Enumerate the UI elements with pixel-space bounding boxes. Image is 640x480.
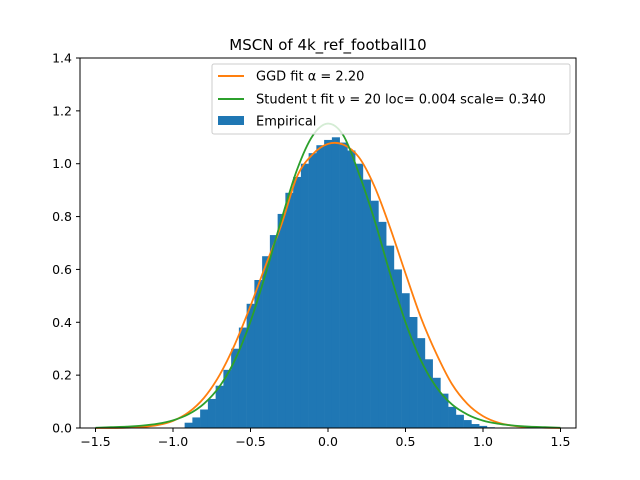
histogram-bar xyxy=(285,192,294,428)
histogram-bar xyxy=(362,179,371,428)
legend-label-student-t: Student t fit ν = 20 loc= 0.004 scale= 0… xyxy=(256,93,546,108)
y-tick-label: 0.2 xyxy=(52,368,72,383)
y-tick-label: 1.4 xyxy=(52,51,72,66)
histogram-bars xyxy=(184,137,495,429)
y-tick-label: 0.0 xyxy=(52,421,72,436)
histogram-bar xyxy=(324,139,333,428)
x-tick-label: −1.5 xyxy=(80,434,110,449)
histogram-bar xyxy=(223,369,232,428)
legend-box xyxy=(211,63,571,135)
histogram-bar xyxy=(207,398,216,428)
histogram-bar xyxy=(300,163,309,428)
legend-label-ggd: GGD fit α = 2.20 xyxy=(256,70,364,85)
legend-swatch-empirical xyxy=(218,116,244,125)
x-tick-label: −1.0 xyxy=(158,434,188,449)
histogram-bar xyxy=(432,377,441,428)
histogram-bar xyxy=(184,422,193,428)
legend: GGD fit α = 2.20 Student t fit ν = 20 lo… xyxy=(211,63,571,135)
histogram-bar xyxy=(293,176,302,428)
histogram-bar xyxy=(479,425,488,428)
histogram-bar xyxy=(386,245,395,428)
histogram-bar xyxy=(192,417,201,428)
y-tick-label: 1.0 xyxy=(52,156,72,171)
histogram-bar xyxy=(424,359,433,428)
histogram-bar xyxy=(246,303,255,428)
histogram-bar xyxy=(440,393,449,428)
x-tick-label: 1.5 xyxy=(551,434,571,449)
histogram-bar xyxy=(331,137,340,429)
chart-title: MSCN of 4k_ref_football10 xyxy=(229,36,426,55)
y-axis-ticks: 0.0 0.2 0.4 0.6 0.8 1.0 1.2 1.4 xyxy=(52,51,80,436)
histogram-bar xyxy=(401,293,410,428)
histogram-bar xyxy=(238,327,247,428)
legend-label-empirical: Empirical xyxy=(256,115,316,130)
histogram-bar xyxy=(254,280,263,428)
histogram-bar xyxy=(370,200,379,428)
histogram-bar xyxy=(463,420,472,428)
y-tick-label: 0.8 xyxy=(52,209,72,224)
histogram-bar xyxy=(417,338,426,428)
x-tick-label: −0.5 xyxy=(235,434,265,449)
histogram-bar xyxy=(347,150,356,428)
y-tick-label: 0.6 xyxy=(52,262,72,277)
histogram-bar xyxy=(269,235,278,428)
histogram-bar xyxy=(471,424,480,428)
y-tick-label: 1.2 xyxy=(52,103,72,118)
histogram-bar xyxy=(393,269,402,428)
histogram-bar xyxy=(355,163,364,428)
x-tick-label: 0.0 xyxy=(318,434,338,449)
histogram-bar xyxy=(215,385,224,428)
histogram-bar xyxy=(316,145,325,428)
histogram-bar xyxy=(455,414,464,428)
x-tick-label: 1.0 xyxy=(473,434,493,449)
x-axis-ticks: −1.5 −1.0 −0.5 0.0 0.5 1.0 1.5 xyxy=(80,428,570,449)
histogram-bar xyxy=(339,142,348,428)
histogram-bar xyxy=(277,213,286,428)
histogram-bar xyxy=(448,406,457,428)
histogram-bar xyxy=(378,221,387,428)
histogram-bar xyxy=(231,348,240,428)
histogram-bar xyxy=(200,409,209,428)
y-tick-label: 0.4 xyxy=(52,315,72,330)
histogram-bar xyxy=(308,153,317,428)
x-tick-label: 0.5 xyxy=(396,434,416,449)
histogram-bar xyxy=(409,317,418,428)
histogram-bar xyxy=(262,256,271,428)
